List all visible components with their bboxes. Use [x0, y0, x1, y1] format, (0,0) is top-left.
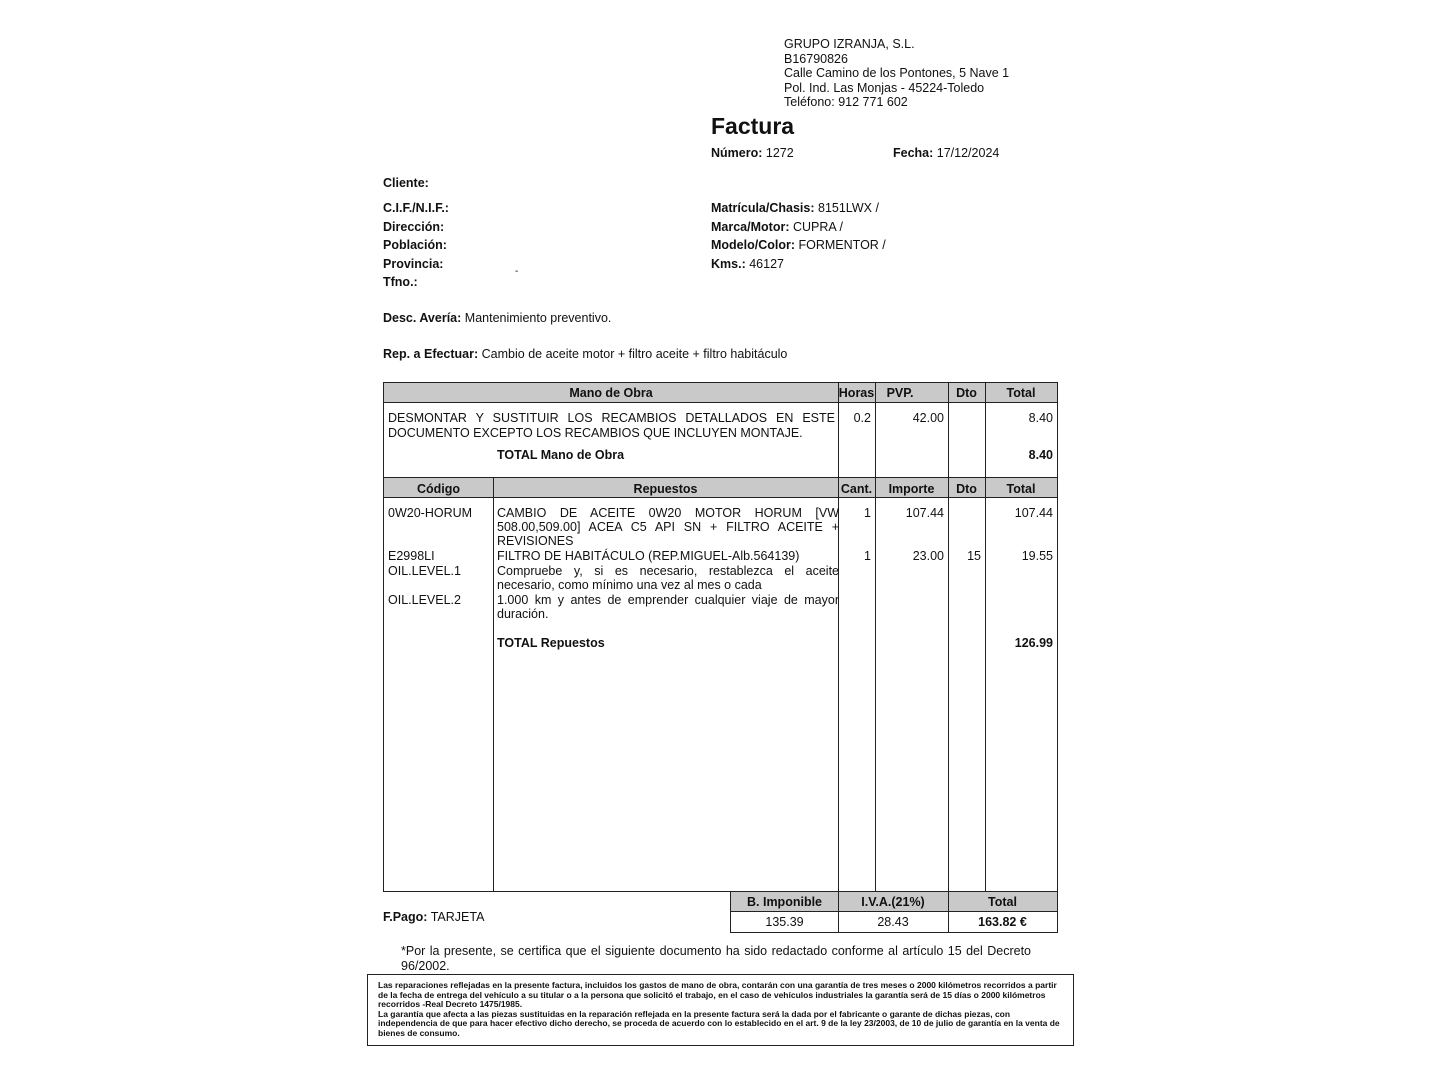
part-cant: 1 [864, 506, 871, 520]
client-label: Cliente: [383, 176, 429, 190]
tfno-value: - [515, 266, 519, 277]
warranty-text-1: Las reparaciones reflejadas en la presen… [378, 980, 1057, 1010]
part-dto: 15 [967, 549, 981, 563]
part-desc-line: CAMBIO DE ACEITE 0W20 MOTOR HORUM [VW [497, 506, 839, 520]
matricula: Matrícula/Chasis: 8151LWX / [711, 201, 879, 215]
iva-header: I.V.A.(21%) [861, 895, 925, 909]
parts-header-bg [384, 477, 1057, 498]
labor-header-total: Total [1006, 386, 1036, 400]
base-header: B. Imponible [747, 895, 822, 909]
parts-total-label: TOTAL Repuestos [497, 636, 605, 650]
part-desc-line: 508.00,509.00] ACEA C5 API SN + FILTRO A… [497, 520, 839, 534]
parts-header-cant: Cant. [840, 482, 873, 496]
part-code: OIL.LEVEL.2 [388, 593, 461, 607]
parts-total-value: 126.99 [1014, 636, 1053, 650]
poblacion-label: Población: [383, 238, 447, 252]
number-label: Número: [711, 146, 763, 160]
parts-header-code: Código [416, 482, 461, 496]
part-desc-line: 1.000 km y antes de emprender cualquier … [497, 593, 839, 607]
labor-header-desc: Mano de Obra [569, 386, 653, 400]
cif-label: C.I.F./N.I.F.: [383, 201, 449, 215]
labor-horas: 0.2 [853, 411, 871, 425]
parts-header-desc: Repuestos [633, 482, 698, 496]
labor-header-bg [384, 383, 1057, 403]
col-divider [948, 892, 949, 932]
total-value: 163.82 € [978, 915, 1027, 929]
invoice-title: Factura [711, 113, 795, 139]
company-name: GRUPO IZRANJA, S.L. [784, 37, 915, 51]
labor-header-horas: Horas [838, 386, 875, 400]
labor-header-dto: Dto [956, 386, 977, 400]
averia: Desc. Avería: Mantenimiento preventivo. [383, 311, 612, 325]
part-desc-line: necesario, como mínimo una vez al mes o … [497, 578, 762, 592]
payment: F.Pago: TARJETA [383, 910, 485, 924]
company-info: GRUPO IZRANJA, S.L. B16790826 Calle Cami… [784, 37, 1009, 110]
part-code: OIL.LEVEL.1 [388, 564, 461, 578]
vehicle-fields: Matrícula/Chasis: 8151LWX / Marca/Motor:… [711, 199, 886, 273]
labor-pvp: 42.00 [912, 411, 944, 425]
part-desc-line: duración. [497, 607, 549, 621]
marca: Marca/Motor: CUPRA / [711, 219, 843, 234]
tfno-label: Tfno.: [383, 275, 418, 289]
invoice-date: Fecha: 17/12/2024 [893, 146, 999, 160]
company-address-2: Pol. Ind. Las Monjas - 45224-Toledo [784, 80, 985, 95]
warranty-box: Las reparaciones reflejadas en la presen… [367, 974, 1074, 1046]
labor-header-pvp: PVP. [886, 386, 914, 400]
parts-header-dto: Dto [956, 482, 977, 496]
col-divider [985, 383, 986, 891]
part-importe: 23.00 [912, 549, 944, 563]
totals-box: B. Imponible I.V.A.(21%) Total 135.39 28… [730, 891, 1058, 933]
warranty-text-2: La garantía que afecta a las piezas sust… [378, 1008, 1060, 1038]
company-address: Calle Camino de los Pontones, 5 Nave 1 [784, 66, 1010, 80]
part-total: 19.55 [1021, 549, 1053, 563]
company-cif: B16790826 [784, 51, 848, 66]
invoice-number: Número: 1272 [711, 146, 794, 160]
modelo: Modelo/Color: FORMENTOR / [711, 238, 886, 252]
col-divider [838, 383, 839, 891]
direccion-label: Dirección: [383, 219, 445, 234]
part-desc-line: FILTRO DE HABITÁCULO (REP.MIGUEL-Alb.564… [497, 549, 800, 563]
labor-line-1: DESMONTAR Y SUSTITUIR LOS RECAMBIOS DETA… [388, 411, 835, 425]
part-code: 0W20-HORUM [388, 506, 473, 520]
client-fields: C.I.F./N.I.F.: Dirección: Población: Pro… [383, 199, 449, 292]
part-total: 107.44 [1014, 506, 1053, 520]
part-importe: 107.44 [905, 506, 944, 520]
col-divider [875, 383, 876, 891]
labor-total-value: 8.40 [1028, 448, 1053, 462]
certification: *Por la presente, se certifica que el si… [401, 944, 1031, 973]
parts-header-total: Total [1006, 482, 1036, 496]
labor-total: 8.40 [1028, 411, 1053, 425]
kms: Kms.: 46127 [711, 256, 784, 271]
part-desc-line: REVISIONES [497, 534, 574, 548]
col-divider [948, 383, 949, 891]
labor-total-label: TOTAL Mano de Obra [497, 448, 625, 462]
number-value: 1272 [765, 146, 794, 160]
invoice-table: Mano de Obra Horas PVP. Dto Total DESMON… [383, 382, 1058, 892]
part-cant: 1 [864, 549, 871, 563]
company-phone: Teléfono: 912 771 602 [784, 95, 908, 109]
col-divider [838, 892, 839, 932]
part-code: E2998LI [388, 549, 435, 563]
provincia-label: Provincia: [383, 256, 444, 271]
iva-value: 28.43 [877, 915, 909, 929]
reparacion: Rep. a Efectuar: Cambio de aceite motor … [383, 347, 788, 361]
part-desc-line: Compruebe y, si es necesario, restablezc… [497, 564, 839, 578]
totals-header-bg [731, 892, 1057, 912]
col-divider [493, 477, 494, 891]
date-label: Fecha: [893, 146, 934, 160]
total-header: Total [988, 895, 1017, 909]
base-value: 135.39 [765, 915, 804, 929]
parts-header-importe: Importe [888, 482, 935, 496]
labor-line-2: DOCUMENTO EXCEPTO LOS RECAMBIOS QUE INCL… [388, 426, 803, 440]
date-value: 17/12/2024 [936, 146, 1000, 160]
